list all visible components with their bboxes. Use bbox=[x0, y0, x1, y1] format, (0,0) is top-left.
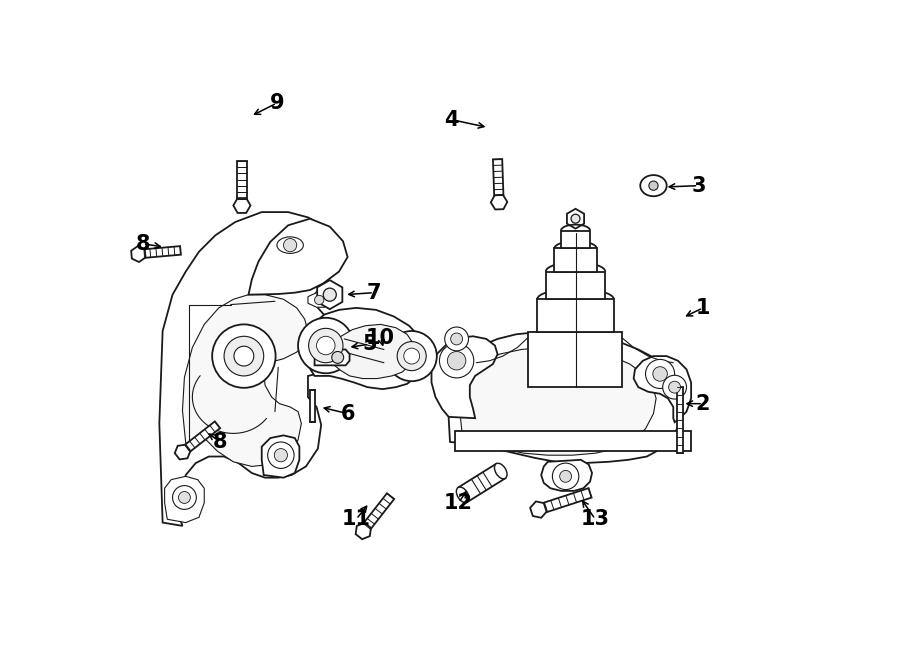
Polygon shape bbox=[528, 332, 622, 387]
Text: 3: 3 bbox=[691, 175, 706, 196]
Circle shape bbox=[387, 331, 436, 381]
Text: 11: 11 bbox=[342, 509, 371, 530]
Polygon shape bbox=[248, 218, 347, 295]
Polygon shape bbox=[678, 387, 682, 453]
Text: 1: 1 bbox=[696, 298, 710, 318]
Polygon shape bbox=[567, 209, 584, 228]
Text: 13: 13 bbox=[580, 509, 610, 530]
Polygon shape bbox=[530, 501, 547, 518]
Polygon shape bbox=[238, 161, 247, 199]
Circle shape bbox=[445, 327, 469, 351]
Polygon shape bbox=[455, 432, 691, 451]
Circle shape bbox=[309, 328, 343, 363]
Text: 7: 7 bbox=[367, 283, 382, 303]
Polygon shape bbox=[262, 436, 300, 478]
Circle shape bbox=[451, 333, 463, 345]
Text: 9: 9 bbox=[270, 93, 284, 113]
Circle shape bbox=[234, 346, 254, 366]
Polygon shape bbox=[305, 308, 425, 389]
Ellipse shape bbox=[494, 463, 507, 479]
Circle shape bbox=[397, 342, 427, 371]
Ellipse shape bbox=[456, 487, 469, 502]
Circle shape bbox=[572, 214, 580, 223]
Circle shape bbox=[662, 375, 687, 399]
Polygon shape bbox=[356, 523, 371, 540]
Polygon shape bbox=[460, 348, 656, 455]
Polygon shape bbox=[544, 488, 591, 512]
Polygon shape bbox=[310, 391, 315, 422]
Text: 12: 12 bbox=[444, 493, 473, 513]
Circle shape bbox=[439, 344, 473, 378]
Polygon shape bbox=[315, 350, 349, 365]
Circle shape bbox=[553, 463, 579, 489]
Polygon shape bbox=[449, 332, 682, 463]
Polygon shape bbox=[364, 493, 394, 529]
Polygon shape bbox=[144, 246, 181, 258]
Polygon shape bbox=[554, 248, 597, 271]
Polygon shape bbox=[431, 336, 498, 418]
Circle shape bbox=[212, 324, 275, 388]
Ellipse shape bbox=[640, 175, 667, 196]
Polygon shape bbox=[545, 271, 605, 299]
Circle shape bbox=[404, 348, 419, 364]
Circle shape bbox=[332, 352, 344, 363]
Text: 8: 8 bbox=[213, 432, 228, 452]
Polygon shape bbox=[491, 195, 508, 209]
Circle shape bbox=[224, 336, 264, 376]
Text: 2: 2 bbox=[696, 394, 710, 414]
Circle shape bbox=[645, 359, 675, 389]
Circle shape bbox=[649, 181, 658, 190]
Circle shape bbox=[652, 367, 667, 381]
Polygon shape bbox=[175, 445, 191, 459]
Polygon shape bbox=[308, 293, 329, 307]
Text: 5: 5 bbox=[362, 334, 377, 354]
Circle shape bbox=[173, 486, 196, 509]
Text: 10: 10 bbox=[366, 328, 395, 348]
Polygon shape bbox=[537, 299, 614, 332]
Polygon shape bbox=[332, 324, 414, 379]
Polygon shape bbox=[233, 198, 250, 213]
Circle shape bbox=[323, 288, 337, 301]
Text: 6: 6 bbox=[340, 404, 355, 424]
Circle shape bbox=[284, 238, 297, 252]
Circle shape bbox=[317, 336, 335, 355]
Circle shape bbox=[447, 352, 466, 370]
Polygon shape bbox=[183, 295, 308, 467]
Ellipse shape bbox=[277, 237, 303, 254]
Polygon shape bbox=[184, 422, 220, 451]
Polygon shape bbox=[131, 246, 146, 262]
Circle shape bbox=[267, 442, 294, 469]
Circle shape bbox=[669, 381, 680, 393]
Polygon shape bbox=[165, 477, 204, 522]
Polygon shape bbox=[159, 212, 346, 526]
Circle shape bbox=[315, 295, 324, 305]
Text: 4: 4 bbox=[444, 110, 459, 130]
Circle shape bbox=[560, 471, 572, 483]
Polygon shape bbox=[561, 230, 590, 248]
Circle shape bbox=[274, 449, 287, 462]
Polygon shape bbox=[541, 460, 592, 491]
Text: 8: 8 bbox=[136, 234, 150, 254]
Polygon shape bbox=[634, 356, 691, 422]
Circle shape bbox=[178, 491, 191, 503]
Polygon shape bbox=[493, 159, 503, 196]
Circle shape bbox=[298, 318, 354, 373]
Polygon shape bbox=[317, 280, 342, 309]
Polygon shape bbox=[458, 464, 505, 502]
